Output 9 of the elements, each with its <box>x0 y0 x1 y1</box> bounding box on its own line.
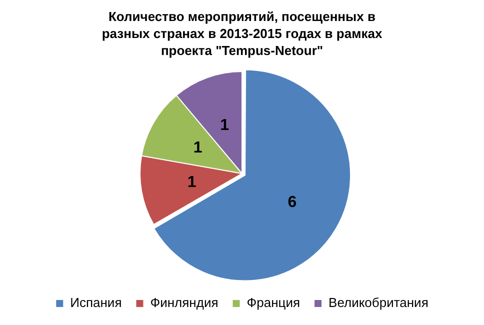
legend-label: Финляндия <box>150 295 218 310</box>
data-label: 1 <box>193 139 202 156</box>
legend-label: Франция <box>246 295 300 310</box>
data-label: 6 <box>288 194 297 211</box>
chart-title: Количество мероприятий, посещенных в разных странах в 2013-2015 годах в рамках проекта "Tempus-Netour" <box>100 8 384 60</box>
legend-label: Испания <box>70 295 122 310</box>
data-label: 1 <box>187 174 196 191</box>
data-label: 1 <box>220 116 230 134</box>
legend-label: Великобритания <box>328 295 428 310</box>
